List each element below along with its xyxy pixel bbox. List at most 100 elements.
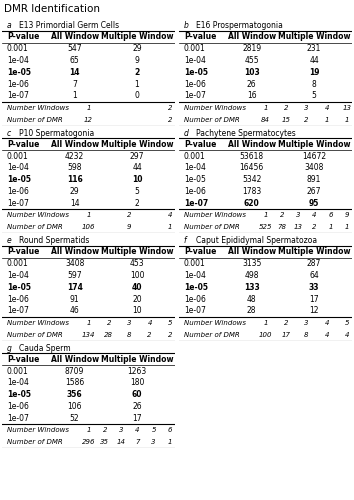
- Text: a: a: [7, 21, 12, 30]
- Text: Number Windows: Number Windows: [7, 320, 69, 326]
- Text: 1e-05: 1e-05: [184, 283, 208, 292]
- Text: 1586: 1586: [65, 378, 84, 388]
- Text: All Window: All Window: [228, 140, 276, 149]
- Text: Number Windows: Number Windows: [7, 212, 69, 218]
- Text: 13: 13: [293, 224, 303, 230]
- Text: 26: 26: [132, 402, 142, 411]
- Text: 0.001: 0.001: [7, 366, 29, 376]
- Text: 0.001: 0.001: [184, 259, 206, 268]
- Text: E13 Primordial Germ Cells: E13 Primordial Germ Cells: [19, 21, 119, 30]
- Text: 103: 103: [244, 68, 259, 76]
- Text: 1e-07: 1e-07: [7, 92, 29, 100]
- Text: 2: 2: [284, 105, 288, 111]
- Text: Pachytene Spermatocytes: Pachytene Spermatocytes: [196, 128, 296, 138]
- Text: 19: 19: [309, 68, 319, 76]
- Text: 5342: 5342: [242, 176, 261, 184]
- Text: g: g: [7, 344, 12, 352]
- Text: 100: 100: [259, 332, 272, 338]
- Text: P10 Spermatogonia: P10 Spermatogonia: [19, 128, 95, 138]
- Text: 7: 7: [135, 439, 140, 445]
- Text: 1e-05: 1e-05: [7, 390, 31, 399]
- Text: 0.001: 0.001: [7, 152, 29, 160]
- Text: 453: 453: [130, 259, 144, 268]
- Text: 2: 2: [284, 320, 288, 326]
- Text: 10: 10: [132, 176, 142, 184]
- Text: Multiple Window: Multiple Window: [278, 32, 350, 42]
- Text: 20: 20: [132, 294, 142, 304]
- Text: 1: 1: [86, 320, 91, 326]
- Text: 1e-05: 1e-05: [7, 283, 31, 292]
- Text: 116: 116: [67, 176, 82, 184]
- Text: 2: 2: [168, 105, 172, 111]
- Text: 48: 48: [247, 294, 256, 304]
- Text: 2: 2: [304, 116, 309, 122]
- Text: 1e-06: 1e-06: [7, 187, 29, 196]
- Text: 16456: 16456: [240, 164, 264, 172]
- Text: DMR Identification: DMR Identification: [4, 4, 99, 14]
- Text: 1e-06: 1e-06: [7, 294, 29, 304]
- Text: 1e-06: 1e-06: [184, 294, 206, 304]
- Text: 2: 2: [107, 320, 111, 326]
- Text: 598: 598: [67, 164, 82, 172]
- Text: 1: 1: [263, 212, 268, 218]
- Text: 28: 28: [104, 332, 113, 338]
- Text: 16: 16: [247, 92, 256, 100]
- Text: 267: 267: [307, 187, 321, 196]
- Text: 5: 5: [168, 320, 172, 326]
- Text: Multiple Window: Multiple Window: [101, 140, 173, 149]
- Text: 8: 8: [312, 80, 316, 88]
- Text: Number of DMR: Number of DMR: [7, 332, 63, 338]
- Text: 35: 35: [100, 439, 109, 445]
- Text: 134: 134: [82, 332, 95, 338]
- Text: 4: 4: [345, 332, 349, 338]
- Text: 1: 1: [345, 224, 349, 230]
- Text: Number of DMR: Number of DMR: [184, 116, 240, 122]
- Text: 4232: 4232: [65, 152, 84, 160]
- Text: 0.001: 0.001: [184, 44, 206, 53]
- Text: P-value: P-value: [7, 32, 39, 42]
- Text: 5: 5: [345, 320, 349, 326]
- Text: 2: 2: [135, 199, 139, 208]
- Text: 356: 356: [67, 390, 82, 399]
- Text: 13: 13: [343, 105, 352, 111]
- Text: 525: 525: [259, 224, 272, 230]
- Text: 1e-06: 1e-06: [7, 80, 29, 88]
- Text: P-value: P-value: [184, 247, 216, 256]
- Text: 4: 4: [324, 105, 329, 111]
- Text: 100: 100: [130, 271, 144, 280]
- Text: 1: 1: [86, 105, 91, 111]
- Text: Number Windows: Number Windows: [184, 212, 246, 218]
- Text: 4: 4: [312, 212, 317, 218]
- Text: 106: 106: [67, 402, 82, 411]
- Text: e: e: [7, 236, 12, 245]
- Text: 14: 14: [69, 68, 80, 76]
- Text: 3408: 3408: [304, 164, 324, 172]
- Text: 231: 231: [307, 44, 321, 53]
- Text: Caput Epididymal Spermatozoa: Caput Epididymal Spermatozoa: [196, 236, 317, 245]
- Text: 17: 17: [281, 332, 290, 338]
- Text: All Window: All Window: [228, 32, 276, 42]
- Text: 3408: 3408: [65, 259, 84, 268]
- Text: 40: 40: [132, 283, 142, 292]
- Text: 14: 14: [70, 199, 79, 208]
- Text: 44: 44: [132, 164, 142, 172]
- Text: 64: 64: [309, 271, 319, 280]
- Text: 1: 1: [135, 80, 139, 88]
- Text: 78: 78: [277, 224, 286, 230]
- Text: Multiple Window: Multiple Window: [101, 32, 173, 42]
- Text: 1e-04: 1e-04: [7, 271, 29, 280]
- Text: Multiple Window: Multiple Window: [101, 355, 173, 364]
- Text: 12: 12: [309, 306, 319, 316]
- Text: 1263: 1263: [127, 366, 147, 376]
- Text: 2: 2: [280, 212, 284, 218]
- Text: 2: 2: [147, 332, 152, 338]
- Text: 0.001: 0.001: [7, 259, 29, 268]
- Text: Multiple Window: Multiple Window: [278, 247, 350, 256]
- Text: 1e-07: 1e-07: [7, 414, 29, 423]
- Text: Multiple Window: Multiple Window: [278, 140, 350, 149]
- Text: f: f: [184, 236, 187, 245]
- Text: P-value: P-value: [184, 140, 216, 149]
- Text: 5: 5: [135, 187, 139, 196]
- Text: 0: 0: [135, 92, 139, 100]
- Text: 1e-04: 1e-04: [7, 56, 29, 65]
